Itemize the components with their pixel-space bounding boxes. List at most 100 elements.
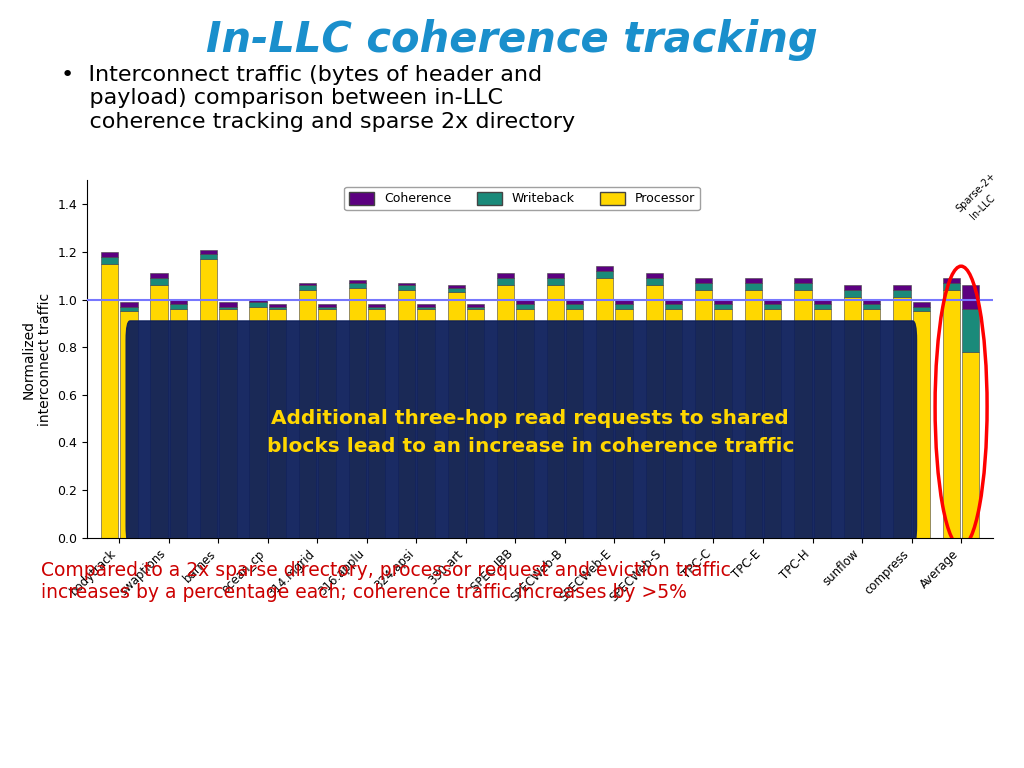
Bar (200, 259, 217, 538)
Text: In-LLC: In-LLC (969, 193, 996, 221)
Bar (101, 257, 118, 264)
Text: Sparse-2+: Sparse-2+ (954, 170, 997, 214)
Bar (151, 273, 168, 278)
Bar (893, 285, 910, 290)
Bar (844, 290, 861, 297)
Bar (963, 352, 979, 538)
Text: Additional three-hop read requests to shared
blocks lead to an increase in coher: Additional three-hop read requests to sh… (266, 409, 794, 456)
Bar (250, 300, 267, 302)
Bar (764, 300, 781, 304)
Bar (398, 290, 416, 538)
Bar (744, 283, 762, 290)
Bar (418, 306, 434, 309)
Bar (101, 252, 118, 257)
Bar (646, 285, 663, 538)
Bar (665, 309, 682, 538)
Bar (547, 273, 564, 278)
Bar (101, 264, 118, 538)
Bar (715, 304, 732, 309)
Bar (268, 304, 286, 306)
Bar (516, 309, 534, 538)
Bar (398, 283, 416, 285)
Bar (665, 300, 682, 304)
Bar (299, 283, 316, 285)
Bar (813, 300, 830, 304)
Bar (943, 278, 961, 283)
Bar (170, 304, 187, 309)
Bar (200, 254, 217, 259)
Bar (912, 306, 930, 312)
Bar (744, 290, 762, 538)
Bar (912, 312, 930, 538)
Bar (615, 300, 633, 304)
Bar (813, 304, 830, 309)
Bar (566, 304, 584, 309)
Bar (764, 309, 781, 538)
Bar (646, 278, 663, 285)
Bar (497, 278, 514, 285)
Bar (943, 290, 961, 538)
Bar (695, 290, 713, 538)
Bar (516, 300, 534, 304)
Bar (200, 250, 217, 254)
Bar (795, 278, 812, 283)
Bar (120, 302, 137, 306)
Bar (795, 283, 812, 290)
Bar (813, 309, 830, 538)
Bar (268, 309, 286, 538)
Bar (299, 285, 316, 290)
Bar (447, 285, 465, 288)
Bar (596, 271, 613, 278)
Bar (715, 309, 732, 538)
Bar (863, 300, 881, 304)
Bar (268, 306, 286, 309)
Bar (596, 266, 613, 271)
Bar (844, 297, 861, 538)
Bar (219, 302, 237, 306)
Bar (418, 309, 434, 538)
Bar (151, 278, 168, 285)
Bar (844, 285, 861, 290)
Bar (863, 309, 881, 538)
Text: Compared to a 2x sparse directory, processor request and eviction traffic
increa: Compared to a 2x sparse directory, proce… (41, 561, 731, 601)
Bar (566, 309, 584, 538)
Bar (368, 306, 385, 309)
Bar (348, 283, 366, 288)
Bar (497, 273, 514, 278)
Bar (467, 309, 484, 538)
Bar (615, 304, 633, 309)
Bar (170, 300, 187, 304)
FancyBboxPatch shape (126, 321, 916, 545)
Bar (447, 288, 465, 293)
Bar (318, 309, 336, 538)
Bar (120, 306, 137, 312)
Bar (795, 290, 812, 538)
Bar (963, 285, 979, 309)
Bar (863, 304, 881, 309)
Text: •  Interconnect traffic (bytes of header and
    payload) comparison between in-: • Interconnect traffic (bytes of header … (61, 65, 575, 131)
Bar (318, 304, 336, 306)
Bar (418, 304, 434, 306)
Bar (665, 304, 682, 309)
Bar (893, 297, 910, 538)
Bar (615, 309, 633, 538)
Bar (398, 285, 416, 290)
Bar (368, 309, 385, 538)
Bar (497, 285, 514, 538)
Bar (250, 306, 267, 538)
Bar (170, 309, 187, 538)
Bar (695, 283, 713, 290)
Bar (467, 304, 484, 306)
Y-axis label: Normalized
interconnect traffic: Normalized interconnect traffic (22, 293, 52, 425)
Bar (596, 278, 613, 538)
Bar (963, 309, 979, 352)
Bar (467, 306, 484, 309)
Bar (695, 278, 713, 283)
Bar (516, 304, 534, 309)
Bar (447, 293, 465, 538)
Bar (151, 285, 168, 538)
Bar (219, 306, 237, 309)
Text: In-LLC coherence tracking: In-LLC coherence tracking (206, 19, 818, 61)
Bar (893, 290, 910, 297)
Bar (764, 304, 781, 309)
